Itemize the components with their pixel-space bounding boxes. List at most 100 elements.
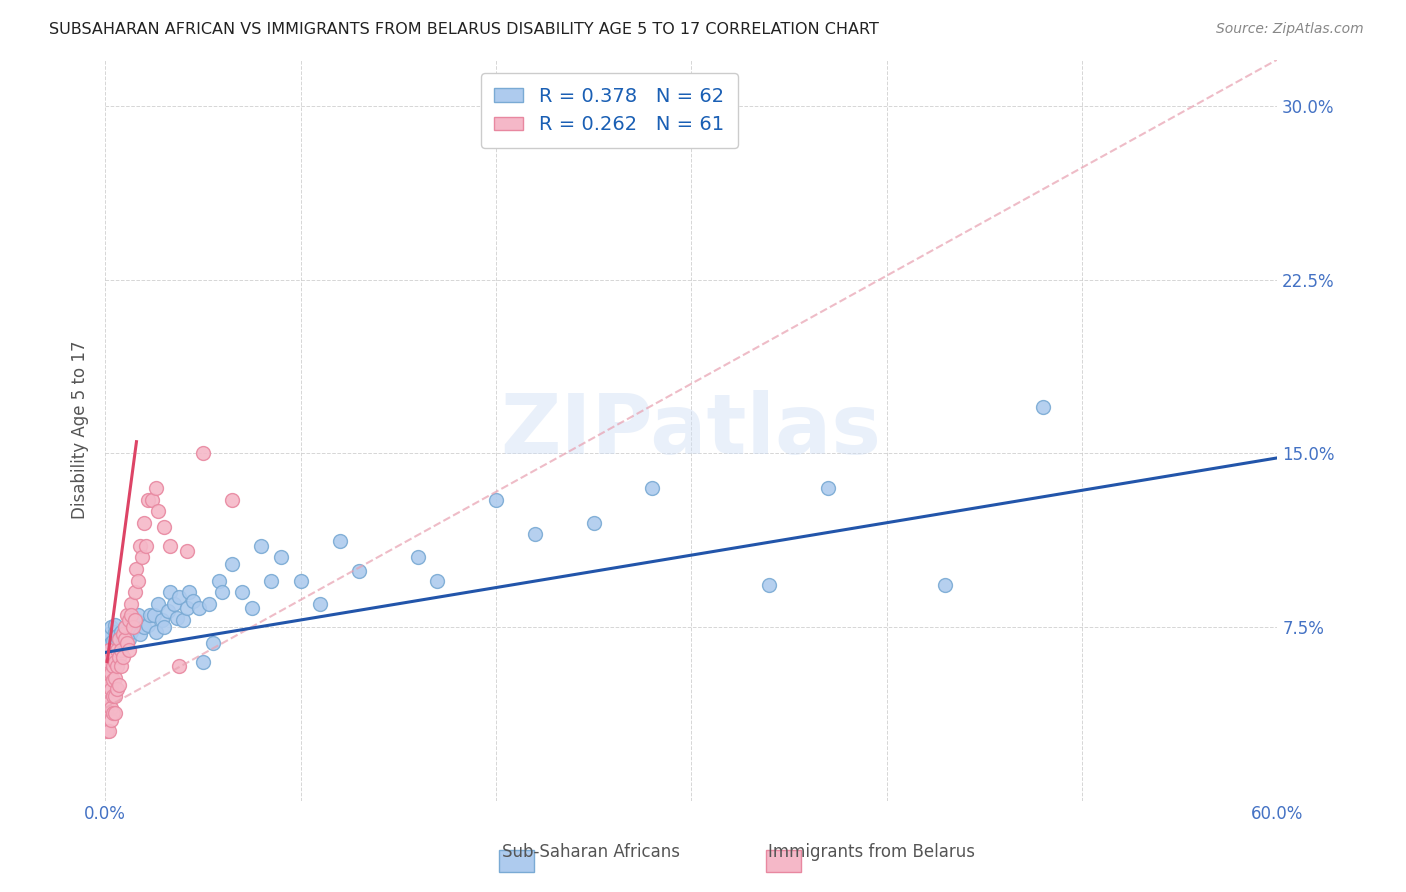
Y-axis label: Disability Age 5 to 17: Disability Age 5 to 17 [72,341,89,519]
Point [124,620,146,634]
Point [124,613,146,627]
Point [309,597,332,611]
Point [96,655,118,669]
Point [104,706,127,720]
Point [110,624,132,639]
Text: SUBSAHARAN AFRICAN VS IMMIGRANTS FROM BELARUS DISABILITY AGE 5 TO 17 CORRELATION: SUBSAHARAN AFRICAN VS IMMIGRANTS FROM BE… [49,22,879,37]
Point [176,543,198,558]
Point [153,520,176,534]
Point [426,574,449,588]
Point [125,562,148,576]
Point [641,481,664,495]
Point [118,643,141,657]
Point [207,574,229,588]
Point [191,655,214,669]
Legend: R = 0.378   N = 62, R = 0.262   N = 61: R = 0.378 N = 62, R = 0.262 N = 61 [481,73,738,148]
Point [129,627,152,641]
Point [127,608,149,623]
Point [181,594,204,608]
Point [104,671,127,685]
Point [817,481,839,495]
Point [104,624,127,639]
Point [582,516,605,530]
Point [108,678,131,692]
Point [118,632,141,646]
Point [100,666,122,681]
Point [406,550,429,565]
Point [129,539,152,553]
Point [169,659,191,673]
Point [115,627,138,641]
Point [96,632,118,646]
Point [145,481,167,495]
Point [221,558,243,572]
Point [98,666,121,681]
Point [120,608,142,623]
Point [159,539,181,553]
Point [101,673,124,688]
Point [134,620,156,634]
Point [1032,400,1054,414]
Point [136,617,159,632]
Point [96,724,118,739]
Point [98,724,121,739]
Point [105,629,128,643]
FancyBboxPatch shape [766,850,801,872]
Point [127,574,149,588]
Point [98,627,121,641]
Point [96,682,118,697]
Point [166,610,188,624]
Point [146,504,169,518]
Point [100,682,122,697]
Point [143,608,166,623]
Point [240,601,263,615]
Point [120,624,142,639]
Point [347,565,370,579]
Point [221,492,243,507]
Point [98,697,121,711]
Point [98,659,121,673]
Point [197,597,219,611]
Point [124,585,146,599]
Text: Source: ZipAtlas.com: Source: ZipAtlas.com [1216,22,1364,37]
Point [108,632,131,646]
Point [115,608,138,623]
Point [110,659,132,673]
Point [96,666,118,681]
Point [188,601,211,615]
Point [101,633,124,648]
Point [231,585,253,599]
Point [169,590,191,604]
Point [105,659,128,673]
Text: ZIPatlas: ZIPatlas [501,390,882,471]
Point [108,632,131,646]
Point [159,585,181,599]
Point [98,678,121,692]
Point [131,550,153,565]
Point [108,650,131,665]
Point [134,516,156,530]
Point [98,643,121,657]
Point [111,650,134,665]
FancyBboxPatch shape [499,850,534,872]
Point [150,613,173,627]
Point [260,574,283,588]
Point [100,650,122,665]
Point [485,492,508,507]
Point [141,492,163,507]
Point [104,690,127,704]
Point [101,659,124,673]
Point [201,636,224,650]
Point [172,613,194,627]
Point [125,613,148,627]
Point [110,643,132,657]
Point [105,643,128,657]
Point [250,539,273,553]
Point [111,633,134,648]
Point [179,585,201,599]
Point [211,585,233,599]
Point [270,550,292,565]
Point [162,597,184,611]
Point [176,601,198,615]
Point [136,492,159,507]
